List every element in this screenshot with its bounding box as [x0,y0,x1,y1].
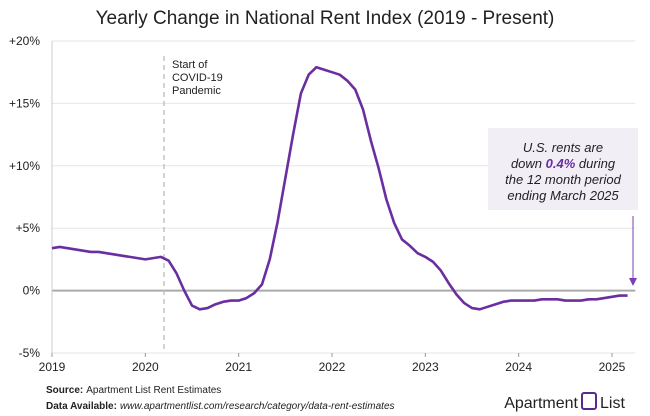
y-tick-label: 0% [23,284,41,298]
callout-line: down 0.4% during [511,156,616,171]
callout-line: the 12 month period [505,172,621,187]
callout-arrowhead [629,278,637,286]
y-tick-label: +15% [9,96,40,110]
data-available-text: www.apartmentlist.com/research/category/… [120,401,395,412]
callout-line: ending March 2025 [507,188,619,203]
y-tick-label: +20% [9,34,40,48]
x-tick-label: 2019 [39,360,66,374]
covid-label: COVID-19 [172,72,223,84]
x-tick-label: 2025 [599,360,626,374]
source: Source: Apartment List Rent Estimates [46,385,221,396]
source-text: Apartment List Rent Estimates [86,385,221,396]
logo-word: List [600,395,625,412]
y-tick-label: +5% [16,221,41,235]
data-available-label: Data Available: [46,401,117,412]
x-tick-label: 2021 [225,360,252,374]
callout-part: during [575,156,616,171]
x-tick-label: 2020 [132,360,159,374]
logo-icon [581,392,597,410]
callout-part: ending March 2025 [507,188,619,203]
chart-title: Yearly Change in National Rent Index (20… [96,8,555,29]
x-tick-label: 2022 [319,360,346,374]
line [51,65,628,311]
x-tick-label: 2024 [505,360,532,374]
callout-part: U.S. rents are [523,140,603,155]
x-tick-label: 2023 [412,360,439,374]
data-available: Data Available: www.apartmentlist.com/res… [46,401,395,412]
covid-label: Pandemic [172,85,221,97]
grid: -5% 0% +5% +10% +15% +20% 2019 2020 2021 2022 2023… [9,34,636,374]
callout-part: the 12 month period [505,172,621,187]
y-tick-label: +10% [9,159,40,173]
callout-box [488,128,638,210]
callout-text: U.S. rents are down 0.4% during the 12 mon… [505,140,621,203]
y-tick-label: -5% [19,346,41,360]
callout-line: U.S. rents are [523,140,603,155]
source-label: Source: [46,385,83,396]
covid-label: Start of [172,59,208,71]
logo-word: Apartment [504,395,578,412]
callout-highlight: 0.4% [546,156,576,171]
callout-part: down [511,156,546,171]
